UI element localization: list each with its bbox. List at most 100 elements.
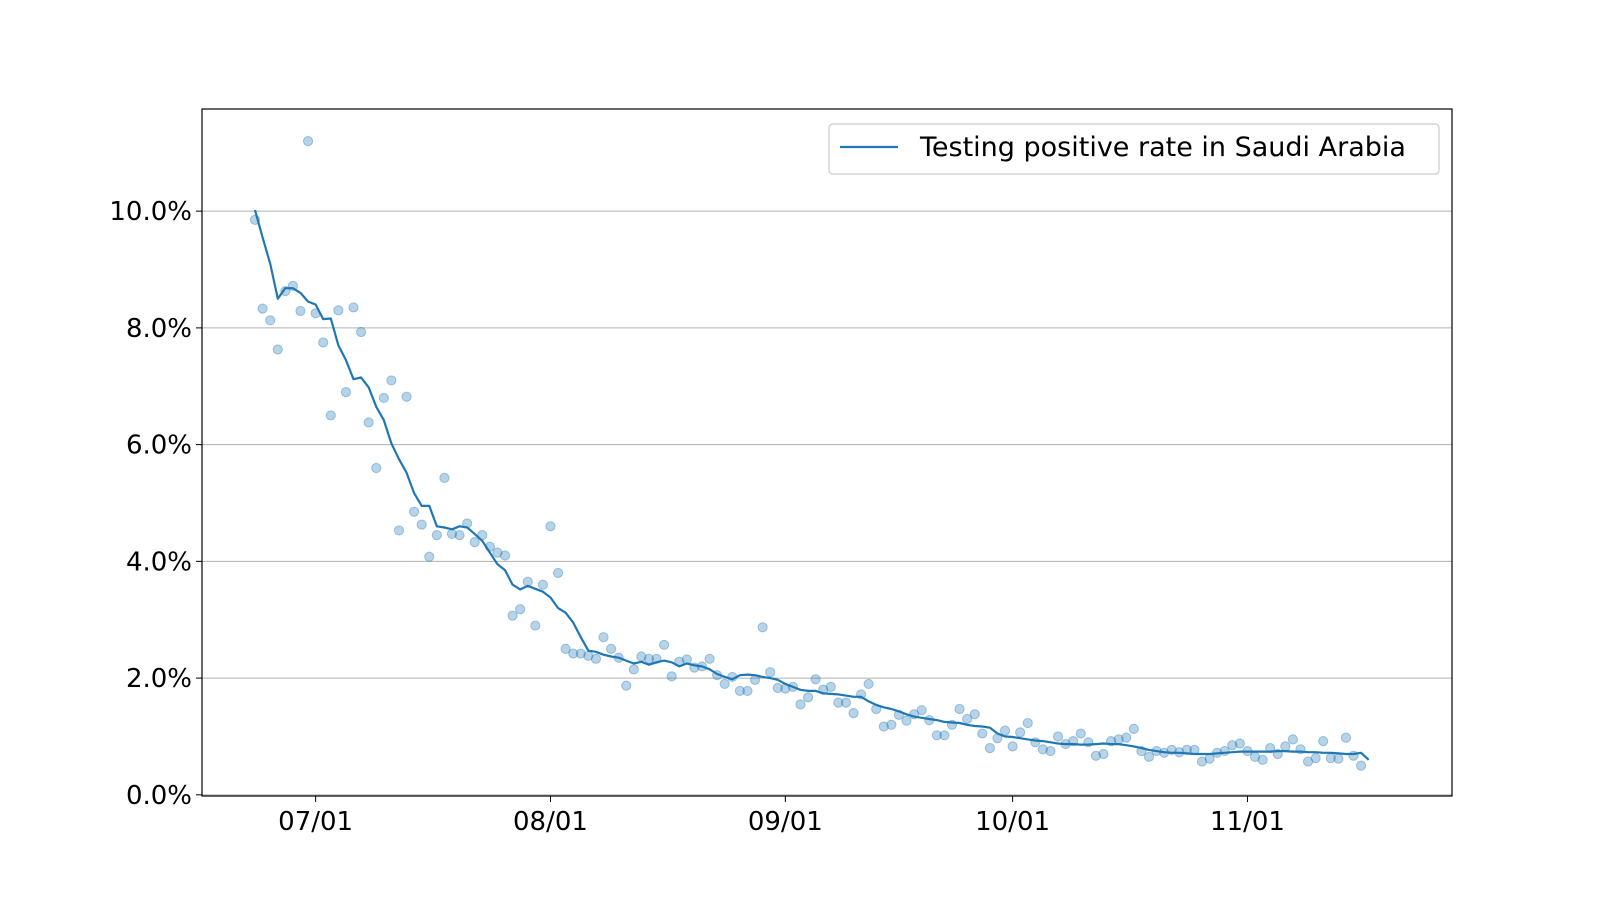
data-point <box>1007 741 1018 752</box>
data-point <box>765 667 776 678</box>
data-point <box>901 715 912 726</box>
data-point <box>272 344 283 355</box>
data-point <box>348 302 359 313</box>
data-point <box>1143 751 1155 762</box>
line-series <box>253 209 1370 761</box>
axis-ticks: 0.0% 2.0% 4.0% 6.0% 8.0% 10.0% 07/01 08/01 09/01… <box>109 197 1285 837</box>
data-point <box>416 519 427 530</box>
data-point <box>492 547 503 558</box>
data-point <box>575 648 586 659</box>
data-point <box>1227 740 1238 751</box>
data-point <box>295 305 306 317</box>
data-point <box>1234 738 1245 749</box>
data-point <box>424 551 435 562</box>
data-point <box>1340 732 1352 743</box>
data-point <box>810 674 821 685</box>
data-point <box>795 699 806 710</box>
x-tick-label-2: 09/01 <box>748 807 823 837</box>
y-tick-label-5: 10.0% <box>109 197 192 227</box>
x-tick-label-0: 07/01 <box>278 807 353 837</box>
data-point <box>325 410 336 421</box>
data-point <box>1310 752 1321 764</box>
data-point <box>939 730 950 741</box>
data-point <box>704 653 715 664</box>
data-point <box>340 386 352 398</box>
data-point <box>409 506 420 517</box>
data-point <box>954 703 965 715</box>
data-point <box>560 643 571 655</box>
data-point <box>742 685 753 697</box>
legend-box <box>828 123 1440 175</box>
grid-lines <box>202 210 1452 796</box>
data-point <box>1355 760 1367 771</box>
legend: Testing positive rate in Saudi Arabia <box>828 123 1440 175</box>
data-point <box>393 525 405 536</box>
data-point <box>1075 728 1086 739</box>
data-point <box>530 620 541 631</box>
data-point <box>371 462 382 474</box>
x-tick-label-3: 10/01 <box>975 807 1050 837</box>
data-point <box>378 392 389 404</box>
data-point <box>401 391 412 402</box>
data-point <box>643 653 655 664</box>
data-point <box>878 721 889 732</box>
data-point <box>659 639 670 650</box>
plot-area-frame <box>201 108 1453 797</box>
data-point <box>1128 723 1139 734</box>
data-point <box>977 728 988 739</box>
data-point <box>568 648 579 659</box>
data-point <box>848 708 859 719</box>
data-point <box>386 375 397 386</box>
data-point <box>1037 744 1049 755</box>
data-point <box>969 709 980 720</box>
data-point <box>1287 734 1299 745</box>
data-point <box>1333 753 1344 764</box>
data-point <box>863 678 874 690</box>
data-point <box>1196 756 1208 767</box>
legend-label: Testing positive rate in Saudi Arabia <box>919 132 1406 163</box>
data-point <box>590 653 602 664</box>
data-point <box>545 521 556 532</box>
y-tick-label-2: 4.0% <box>126 547 192 577</box>
data-point <box>318 337 329 348</box>
data-point <box>302 136 314 147</box>
x-tick-label-1: 08/01 <box>513 807 588 837</box>
data-point <box>605 643 617 655</box>
data-point <box>1090 750 1102 761</box>
y-tick-label-0: 0.0% <box>126 781 192 811</box>
data-point <box>734 685 745 697</box>
data-point <box>499 550 511 561</box>
data-point <box>1318 736 1329 747</box>
data-point <box>802 692 814 703</box>
data-point <box>1022 717 1033 729</box>
y-tick-label-3: 6.0% <box>126 431 192 461</box>
data-point <box>355 326 367 338</box>
data-point <box>257 303 268 314</box>
data-point <box>598 632 609 643</box>
data-point <box>454 529 465 541</box>
data-point <box>772 682 783 694</box>
data-point <box>719 678 730 690</box>
data-point <box>916 705 927 716</box>
data-point <box>840 697 852 708</box>
data-point <box>1052 731 1064 742</box>
data-point <box>628 664 639 675</box>
data-point <box>265 315 276 326</box>
data-point <box>825 681 836 692</box>
x-tick-label-4: 11/01 <box>1210 807 1285 837</box>
scatter-points <box>249 136 1367 771</box>
data-point <box>431 529 442 541</box>
data-point <box>507 610 518 621</box>
data-point <box>537 579 549 590</box>
data-point <box>666 671 677 682</box>
data-point <box>621 680 632 691</box>
data-point <box>1257 754 1268 765</box>
data-point <box>515 604 526 615</box>
data-point <box>1280 741 1291 752</box>
data-point <box>1098 748 1109 760</box>
data-point <box>833 697 844 708</box>
data-point <box>333 305 344 316</box>
data-point <box>931 730 942 741</box>
